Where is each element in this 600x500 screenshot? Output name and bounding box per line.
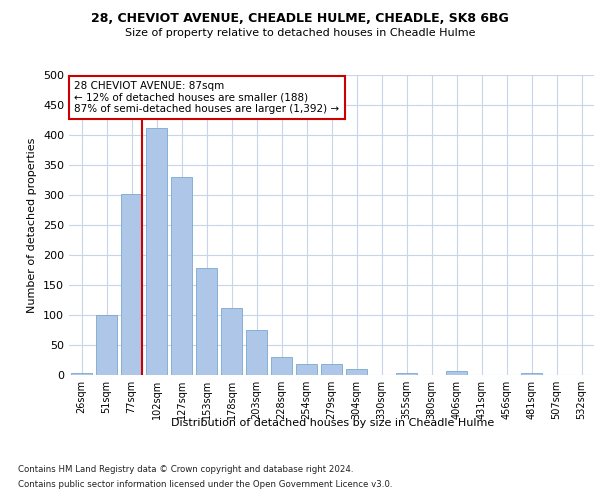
Bar xyxy=(321,364,342,375)
Bar xyxy=(121,194,142,375)
Bar xyxy=(221,308,242,375)
Text: Contains public sector information licensed under the Open Government Licence v3: Contains public sector information licen… xyxy=(18,480,392,489)
Text: Distribution of detached houses by size in Cheadle Hulme: Distribution of detached houses by size … xyxy=(172,418,494,428)
Bar xyxy=(296,364,317,375)
Bar xyxy=(146,128,167,375)
Bar xyxy=(196,268,217,375)
Bar xyxy=(71,372,92,375)
Text: 28 CHEVIOT AVENUE: 87sqm
← 12% of detached houses are smaller (188)
87% of semi-: 28 CHEVIOT AVENUE: 87sqm ← 12% of detach… xyxy=(74,81,340,114)
Bar xyxy=(96,315,117,375)
Bar xyxy=(396,372,417,375)
Bar xyxy=(271,357,292,375)
Bar xyxy=(346,369,367,375)
Bar xyxy=(446,372,467,375)
Text: Size of property relative to detached houses in Cheadle Hulme: Size of property relative to detached ho… xyxy=(125,28,475,38)
Bar xyxy=(246,330,267,375)
Y-axis label: Number of detached properties: Number of detached properties xyxy=(28,138,37,312)
Text: 28, CHEVIOT AVENUE, CHEADLE HULME, CHEADLE, SK8 6BG: 28, CHEVIOT AVENUE, CHEADLE HULME, CHEAD… xyxy=(91,12,509,26)
Bar xyxy=(171,177,192,375)
Bar xyxy=(521,373,542,375)
Text: Contains HM Land Registry data © Crown copyright and database right 2024.: Contains HM Land Registry data © Crown c… xyxy=(18,465,353,474)
